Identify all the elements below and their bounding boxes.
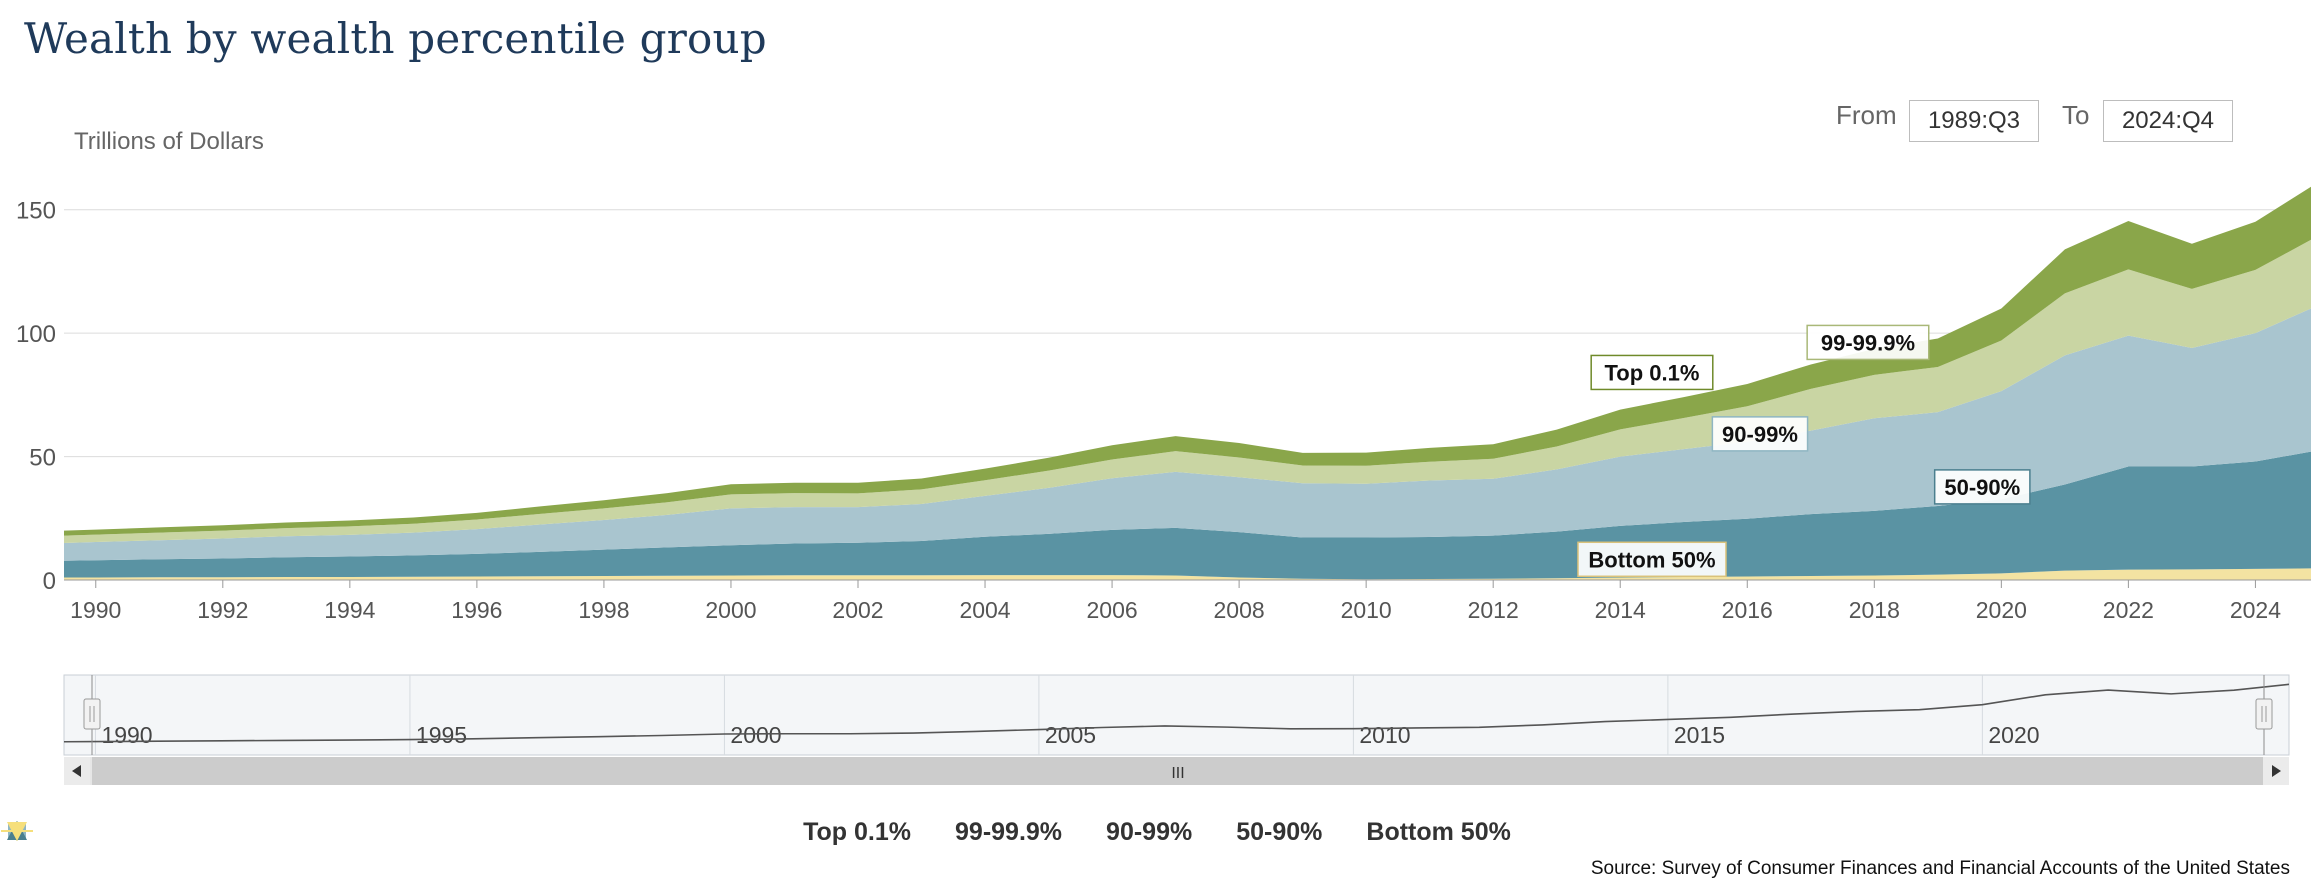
x-tick-label: 2020 (1976, 597, 2027, 623)
handle-grip (2255, 698, 2273, 730)
scroll-left-button[interactable] (64, 757, 90, 785)
navigator-label: 1995 (416, 722, 467, 748)
from-value: 1989:Q3 (1927, 107, 2021, 134)
area-bottom-50-[interactable] (64, 568, 2311, 580)
annotation-box (1806, 324, 1930, 361)
annotation-50-90-: 50-90% (1933, 469, 2031, 505)
x-tick-label: 2014 (1595, 597, 1646, 623)
y-tick-label: 50 (29, 445, 56, 472)
navigator-label: 2005 (1045, 722, 1096, 748)
navigator-panel (63, 674, 2290, 756)
x-tick-label: 2018 (1849, 597, 1900, 623)
scrollbar-grip: III (1171, 765, 1184, 782)
from-label: From (1836, 100, 1897, 130)
annotation-label: Bottom 50% (1588, 547, 1715, 572)
annotation-99-99-9-: 99-99.9% (1806, 324, 1930, 361)
annotation-90-99-: 90-99% (1711, 416, 1809, 452)
legend-label: Bottom 50% (1366, 818, 1511, 846)
annotation-label: 50-90% (1944, 475, 2020, 500)
navigator-label: 2020 (1988, 722, 2039, 748)
arrow-right-icon (2272, 765, 2281, 777)
to-value: 2024:Q4 (2121, 107, 2215, 134)
x-tick-label: 1994 (324, 597, 375, 623)
stacked-area-chart: 0 50 100 150 1990 1992 1994 1996 1998 2000 2002 200… (16, 186, 2311, 785)
scrollbar-thumb[interactable] (92, 757, 2264, 785)
annotation-box (1577, 541, 1727, 578)
x-tick-label: 2012 (1468, 597, 1519, 623)
area-top-0-1-[interactable] (64, 186, 2311, 536)
annotation-bottom-50-: Bottom 50% (1577, 541, 1727, 578)
to-label: To (2062, 100, 2090, 130)
triangle-down-marker-icon (1, 822, 33, 841)
annotation-top-0-1-: Top 0.1% (1590, 354, 1714, 391)
x-tick-label: 2000 (705, 597, 756, 623)
arrow-left-icon (72, 765, 81, 777)
y-axis-title: Trillions of Dollars (74, 128, 264, 155)
area-90-99-[interactable] (64, 308, 2311, 561)
navigator-label: 1990 (101, 722, 152, 748)
legend-label: 99-99.9% (955, 818, 1063, 846)
y-tick-label: 0 (43, 568, 56, 595)
legend-item-90-99-[interactable]: 90-99% (1, 818, 1193, 847)
annotation-box (1711, 416, 1809, 452)
chart-legend: Top 0.1% 99-99.9% 90-99% 50-90% Bottom 50% (0, 818, 2314, 847)
navigator-label: 2015 (1674, 722, 1725, 748)
source-note: Source: Survey of Consumer Finances and … (1590, 858, 2290, 879)
to-input[interactable]: 2024:Q4 (2103, 100, 2233, 142)
annotation-label: 99-99.9% (1821, 330, 1915, 355)
navigator-left-handle[interactable] (83, 698, 101, 730)
x-tick-label: 1998 (578, 597, 629, 623)
navigator-label: 2010 (1359, 722, 1410, 748)
area-50-90-[interactable] (64, 451, 2311, 580)
x-tick-label: 2024 (2230, 597, 2281, 623)
from-input[interactable]: 1989:Q3 (1909, 100, 2039, 142)
chart-title: Wealth by wealth percentile group (24, 14, 767, 63)
x-tick-label: 2006 (1086, 597, 1137, 623)
scroll-right-button[interactable] (2263, 757, 2289, 785)
area-99-99-9-[interactable] (64, 239, 2311, 543)
x-tick-label: 2004 (959, 597, 1010, 623)
annotation-label: Top 0.1% (1605, 360, 1700, 385)
y-tick-label: 100 (16, 321, 56, 348)
handle-grip (83, 698, 101, 730)
y-tick-label: 150 (16, 198, 56, 225)
annotation-label: 90-99% (1722, 422, 1798, 447)
x-tick-label: 1990 (70, 597, 121, 623)
legend-label: 90-99% (1106, 818, 1193, 846)
x-tick-label: 2022 (2103, 597, 2154, 623)
legend-item-50-90-[interactable]: 50-90% (1, 818, 1323, 847)
navigator-right-handle[interactable] (2255, 698, 2273, 730)
x-tick-label: 2016 (1722, 597, 1773, 623)
annotation-box (1590, 354, 1714, 391)
legend-item-top-0-1-[interactable]: Top 0.1% (1, 818, 912, 847)
navigator-series-line (63, 683, 2290, 743)
legend-item-bottom-50-[interactable]: Bottom 50% (1, 818, 1511, 847)
navigator-label: 2000 (730, 722, 781, 748)
x-tick-label: 1992 (197, 597, 248, 623)
x-tick-label: 1996 (451, 597, 502, 623)
legend-item-99-99-9-[interactable]: 99-99.9% (1, 818, 1063, 847)
x-tick-label: 2002 (832, 597, 883, 623)
legend-label: Top 0.1% (803, 818, 912, 846)
x-tick-label: 2008 (1214, 597, 1265, 623)
x-tick-label: 2010 (1341, 597, 1392, 623)
annotation-box (1933, 469, 2031, 505)
legend-label: 50-90% (1236, 818, 1323, 846)
